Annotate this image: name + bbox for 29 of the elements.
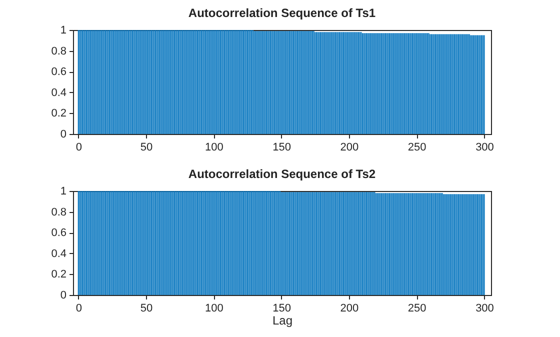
x-tick-label: 100 <box>205 302 224 314</box>
x-tick-label: 100 <box>205 142 224 154</box>
y-tick-label: 0.2 <box>51 268 66 281</box>
y-tick-label: 0.4 <box>51 86 66 99</box>
x-tick-label: 0 <box>76 302 82 314</box>
x-tick-label: 200 <box>340 302 359 314</box>
x-axis-title: Lag <box>272 314 293 328</box>
y-tick-label: 0.8 <box>51 206 66 218</box>
x-tick-label: 300 <box>476 302 494 314</box>
x-tick-label: 150 <box>272 142 292 154</box>
y-tick-label: 0.2 <box>51 108 66 120</box>
y-tick-label: 1 <box>60 24 66 36</box>
chart-title: Autocorrelation Sequence of Ts1 <box>188 6 376 20</box>
y-tick-label: 0.6 <box>51 66 66 78</box>
y-tick-label: 0.8 <box>51 45 66 58</box>
y-tick-label: 0 <box>60 128 66 140</box>
x-tick-label: 250 <box>408 302 426 314</box>
y-tick-label: 0 <box>60 290 66 302</box>
x-tick-label: 300 <box>476 142 494 154</box>
y-tick-label: 0.6 <box>51 227 66 240</box>
y-tick-label: 1 <box>60 186 66 198</box>
chart-title: Autocorrelation Sequence of Ts2 <box>188 167 376 181</box>
x-tick-label: 150 <box>272 302 292 314</box>
x-tick-label: 0 <box>76 142 82 154</box>
y-tick-label: 0.4 <box>51 248 66 260</box>
x-tick-label: 200 <box>340 142 359 154</box>
x-tick-label: 50 <box>140 142 153 154</box>
x-tick-label: 50 <box>140 302 153 314</box>
x-tick-label: 250 <box>408 142 426 154</box>
